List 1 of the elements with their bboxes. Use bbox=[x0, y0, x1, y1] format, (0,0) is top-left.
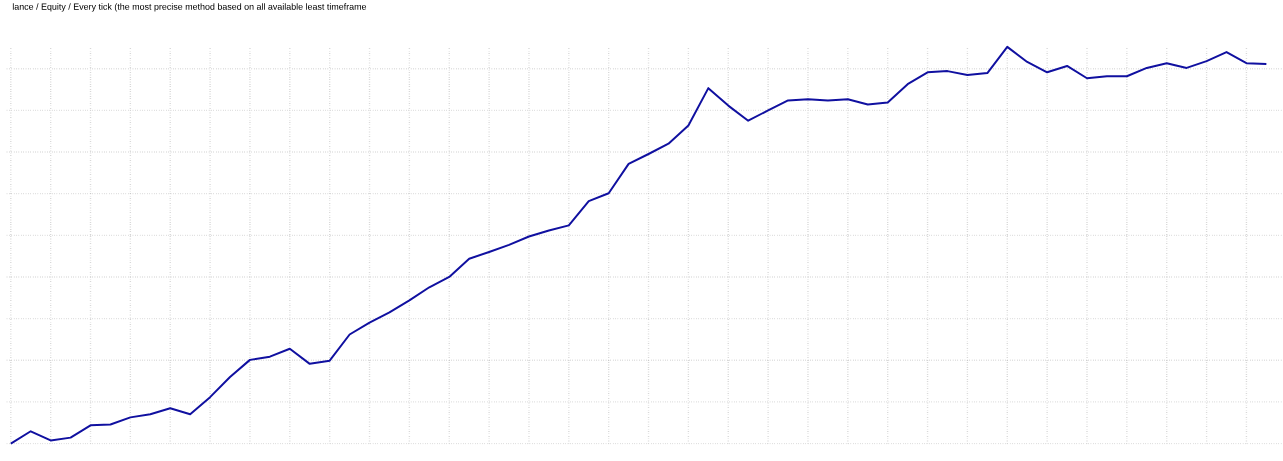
chart-title: lance / Equity / Every tick (the most precise method based on all available least timeframe bbox=[12, 3, 367, 12]
